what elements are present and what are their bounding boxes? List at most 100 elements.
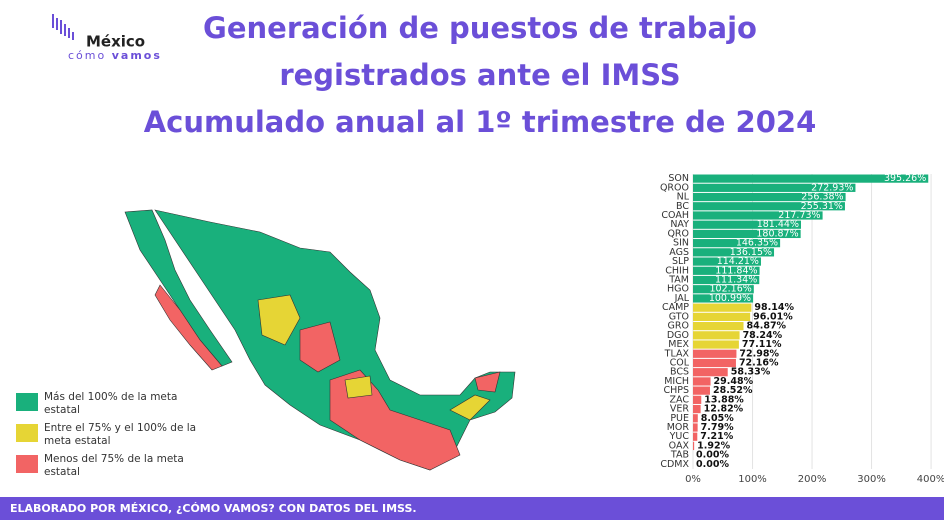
value-label: 111.84%: [715, 265, 757, 276]
value-label: 78.24%: [743, 330, 783, 341]
bar: [693, 377, 711, 386]
bar: [693, 239, 781, 248]
bar: [693, 257, 761, 266]
bar: [693, 423, 698, 432]
value-label: 84.87%: [747, 321, 787, 332]
y-tick-label: OAX: [669, 440, 690, 451]
map-region: [257, 294, 301, 346]
bar: [693, 229, 801, 239]
bar: [693, 303, 752, 312]
logo-bar: [64, 24, 66, 36]
y-tick-label: PUE: [670, 413, 689, 424]
value-label: 255.31%: [801, 201, 843, 212]
value-label: 13.88%: [704, 394, 744, 405]
y-tick-label: DGO: [667, 330, 689, 341]
title-line: Generación de puestos de trabajo: [203, 11, 757, 45]
legend-label: estatal: [44, 404, 80, 416]
map-region: [154, 284, 223, 371]
y-tick-label: GRO: [668, 321, 689, 332]
bar: [693, 192, 846, 202]
logo: México cómo vamos: [52, 14, 162, 62]
bar: [693, 312, 751, 321]
bar: [693, 266, 760, 275]
value-label: 28.52%: [713, 385, 753, 396]
y-tick-label: CHPS: [663, 385, 689, 396]
bar: [693, 294, 754, 303]
value-label: 114.21%: [717, 256, 759, 267]
value-label: 100.99%: [709, 293, 751, 304]
y-tick-label: TAB: [670, 450, 689, 461]
value-label: 146.35%: [736, 238, 778, 249]
map-region: [299, 321, 341, 373]
bar: [693, 183, 856, 192]
bar: [693, 395, 702, 404]
legend-label: Menos del 75% de la meta: [44, 453, 184, 465]
bar-chart: 0% 100% 200% 300% 400% SON 395.26% QROO 272.93% N…: [660, 173, 944, 485]
legend-label: estatal: [44, 466, 80, 478]
bar: [693, 340, 739, 349]
y-tick-label: SIN: [673, 238, 689, 249]
y-tick-label: BCS: [670, 367, 689, 378]
legend-label: Entre el 75% y el 100% de la: [44, 422, 196, 434]
x-tick-label: 300%: [857, 474, 886, 485]
y-tick-label: VER: [670, 404, 690, 415]
logo-bar: [68, 28, 70, 38]
value-label: 58.33%: [731, 367, 771, 378]
value-label: 395.26%: [884, 173, 926, 184]
y-tick-label: QRO: [667, 228, 689, 239]
value-label: 217.73%: [778, 210, 820, 221]
value-label: 7.79%: [701, 422, 734, 433]
y-tick-label: CHIH: [665, 265, 689, 276]
y-tick-label: BC: [676, 201, 689, 212]
bar: [693, 441, 695, 451]
y-tick-label: GTO: [669, 311, 689, 322]
legend-label: Más del 100% de la meta: [44, 391, 177, 403]
bar: [693, 285, 754, 294]
value-label: 1.92%: [697, 440, 730, 451]
value-label: 12.82%: [704, 404, 744, 415]
logo-tagline-b: vamos: [112, 49, 162, 62]
value-label: 29.48%: [714, 376, 754, 387]
legend-swatch: [16, 393, 38, 411]
y-tick-label: CDMX: [660, 459, 689, 470]
x-tick-label: 400%: [917, 474, 944, 485]
y-tick-label: CAMP: [662, 302, 689, 313]
bar: [693, 220, 801, 229]
value-label: 136.15%: [730, 247, 772, 258]
y-tick-label: MEX: [668, 339, 689, 350]
y-tick-label: TAM: [668, 275, 689, 286]
bar: [693, 322, 744, 331]
bar: [693, 368, 728, 377]
legend-label: meta estatal: [44, 435, 111, 447]
map-region: [449, 394, 491, 421]
value-label: 98.14%: [754, 302, 794, 313]
value-label: 8.05%: [701, 413, 734, 424]
y-tick-label: COL: [670, 357, 690, 368]
logo-tagline: cómo vamos: [68, 49, 162, 62]
logo-bar: [72, 32, 74, 40]
bar: [693, 174, 929, 183]
bar: [693, 275, 760, 285]
title-line: registrados ante el IMSS: [279, 58, 680, 92]
y-tick-label: COAH: [661, 210, 689, 221]
y-tick-label: JAL: [674, 293, 690, 304]
y-tick-label: TLAX: [664, 348, 690, 359]
y-tick-label: SLP: [672, 256, 689, 267]
bar: [693, 349, 737, 358]
map: [124, 209, 516, 471]
value-label: 7.21%: [700, 431, 733, 442]
y-tick-label: NL: [677, 192, 690, 203]
value-label: 180.87%: [756, 228, 798, 239]
bar: [693, 358, 736, 368]
bar: [693, 202, 845, 211]
y-tick-label: HGO: [667, 284, 689, 295]
title-line: Acumulado anual al 1º trimestre de 2024: [144, 105, 817, 139]
value-label: 111.34%: [715, 275, 757, 286]
logo-name: México: [86, 33, 145, 51]
y-tick-label: MOR: [667, 422, 690, 433]
x-tick-label: 200%: [798, 474, 827, 485]
footer-band: [0, 497, 944, 520]
value-label: 0.00%: [696, 450, 729, 461]
value-label: 272.93%: [811, 182, 853, 193]
